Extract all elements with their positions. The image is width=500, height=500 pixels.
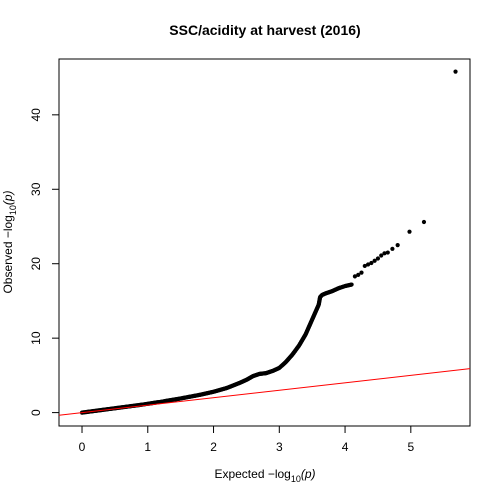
data-point — [390, 246, 395, 251]
y-axis: 0 10 20 30 40 — [29, 108, 60, 416]
data-point — [395, 243, 400, 248]
data-point — [356, 272, 361, 277]
data-point — [379, 253, 384, 258]
x-axis-label-subscript: 10 — [291, 474, 301, 484]
x-tick-label: 5 — [407, 440, 414, 454]
data-point — [372, 258, 377, 263]
x-tick-label: 3 — [276, 440, 283, 454]
x-tick-label: 4 — [342, 440, 349, 454]
x-tick-label: 2 — [210, 440, 217, 454]
y-tick-label: 20 — [29, 257, 43, 271]
x-axis-label: Expected −log10(p) — [214, 467, 315, 484]
y-tick-label: 30 — [29, 182, 43, 196]
y-tick-label: 40 — [29, 108, 43, 122]
y-axis-label: Observed −log10(p) — [1, 190, 18, 293]
data-point — [365, 262, 371, 267]
x-axis-label-prefix: Expected −log — [214, 467, 290, 481]
data-point — [385, 250, 390, 255]
reference-line — [58, 368, 471, 416]
data-point — [421, 219, 427, 225]
data-point — [359, 270, 364, 275]
data-point — [349, 282, 354, 287]
data-point — [407, 229, 412, 234]
x-tick-label: 1 — [144, 440, 151, 454]
y-tick-label: 0 — [29, 409, 43, 416]
data-point — [382, 251, 387, 256]
data-point — [369, 260, 374, 266]
y-axis-label-prefix: Observed −log — [1, 215, 15, 293]
x-axis-label-suffix: (p) — [301, 467, 316, 481]
y-tick-label: 10 — [29, 331, 43, 345]
chart-title: SSC/acidity at harvest (2016) — [169, 22, 360, 38]
plot-frame — [58, 58, 471, 427]
y-axis-label-suffix: (p) — [1, 190, 15, 205]
data-point — [453, 69, 458, 74]
x-tick-label: 0 — [79, 440, 86, 454]
data-point — [352, 274, 358, 279]
data-point — [362, 263, 367, 269]
y-axis-label-subscript: 10 — [8, 205, 18, 215]
x-axis: 0 1 2 3 4 5 — [79, 425, 414, 454]
plot-area — [58, 69, 471, 416]
data-point — [375, 256, 381, 261]
